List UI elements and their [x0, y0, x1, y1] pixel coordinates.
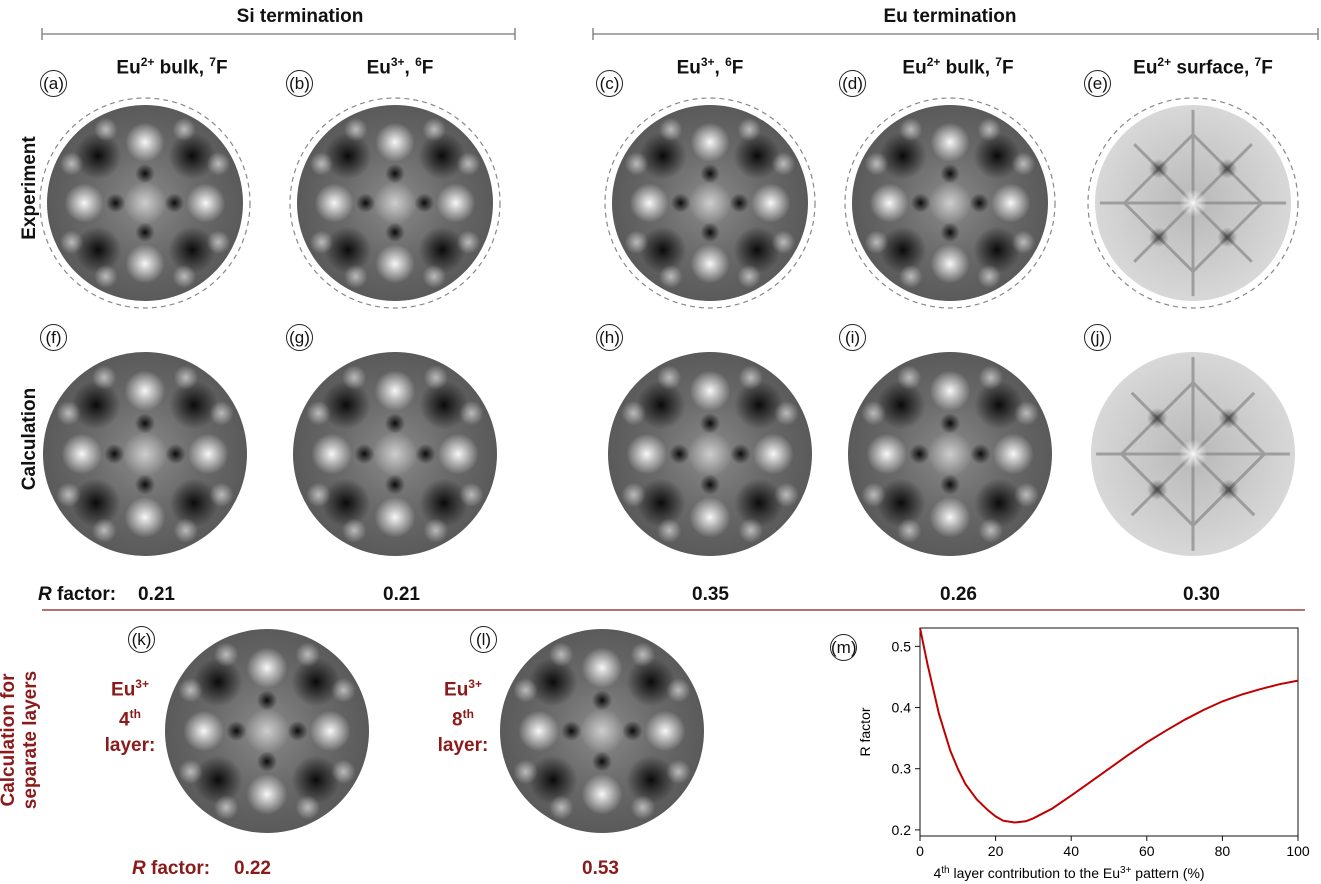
pattern-k: [165, 629, 369, 833]
header-si-termination: Si termination: [236, 6, 364, 27]
panel-label-f: (f): [40, 324, 67, 351]
panel-label-h: (h): [596, 324, 623, 351]
rfactor-l: 0.53: [582, 858, 619, 879]
column-title-b: Eu3+, 6F: [366, 55, 434, 79]
pattern-f: [43, 352, 247, 556]
rfactor-d: 0.26: [940, 584, 977, 605]
pattern-a: [47, 105, 243, 301]
layer-label-k: Eu3+ 4th layer:: [104, 677, 156, 756]
panel-label-j: (j): [1084, 324, 1111, 351]
rfactor-e: 0.30: [1183, 584, 1220, 605]
x-tick-label: 40: [1063, 843, 1079, 859]
column-title-d: Eu2+ bulk, 7F: [902, 55, 1014, 79]
panel-label-e: (e): [1084, 70, 1111, 97]
rfactor-c: 0.35: [692, 584, 729, 605]
pattern-b: [297, 105, 493, 301]
panel-label-d: (d): [839, 70, 866, 97]
y-tick-label: 0.3: [892, 761, 912, 777]
x-tick-label: 80: [1215, 843, 1231, 859]
chart-frame: [919, 627, 1299, 837]
x-tick-label: 60: [1139, 843, 1155, 859]
header-eu-termination: Eu termination: [883, 6, 1017, 27]
column-title-e: Eu2+ surface, 7F: [1133, 55, 1273, 79]
panel-label-l: (l): [470, 626, 497, 653]
panel-label-g: (g): [286, 324, 313, 351]
pattern-l: [500, 629, 704, 833]
pattern-h: [608, 352, 812, 556]
y-tick-label: 0.5: [892, 638, 912, 654]
pattern-i: [848, 352, 1052, 556]
column-title-a: Eu2+ bulk, 7F: [116, 55, 228, 79]
pattern-d: [852, 105, 1048, 301]
rfactor-k: 0.22: [234, 858, 271, 879]
rfactor-bottom-label: R factor:: [132, 858, 211, 879]
chart-x-axis-label: 4th layer contribution to the Eu3+ patte…: [933, 865, 1204, 882]
pattern-j: [1089, 350, 1297, 558]
rfactor-label: R factor:: [38, 584, 117, 605]
x-tick-label: 0: [916, 843, 924, 859]
rfactor-b: 0.21: [383, 584, 420, 605]
panel-label-c: (c): [596, 70, 623, 97]
y-tick-label: 0.2: [892, 822, 912, 838]
pattern-e: [1093, 103, 1293, 303]
rfactor-a: 0.21: [138, 584, 175, 605]
y-tick-label: 0.4: [892, 700, 912, 716]
header-brackets: [41, 28, 1319, 40]
pattern-c: [612, 105, 808, 301]
x-tick-label: 20: [988, 843, 1004, 859]
chart-y-axis-label: R factor: [857, 707, 873, 756]
panel-label-i: (i): [839, 324, 866, 351]
column-title-c: Eu3+, 6F: [676, 55, 744, 79]
rfactor-curve: [919, 627, 1299, 824]
panel-label-m: (m): [830, 634, 857, 661]
pattern-g: [293, 352, 497, 556]
experiment-row: [39, 97, 1299, 309]
panel-label-k: (k): [128, 626, 155, 653]
layer-label-l: Eu3+ 8th layer:: [437, 677, 489, 756]
section-label-separate-layers: Calculation for separate layers: [0, 670, 41, 810]
x-tick-label: 100: [1286, 843, 1310, 859]
panel-label-a: (a): [40, 70, 67, 97]
panel-label-b: (b): [286, 70, 313, 97]
rfactor-chart: 0 20 40 60 80 100 0.2 0.3 0.4 0.5 R factor 4th la…: [857, 627, 1310, 882]
